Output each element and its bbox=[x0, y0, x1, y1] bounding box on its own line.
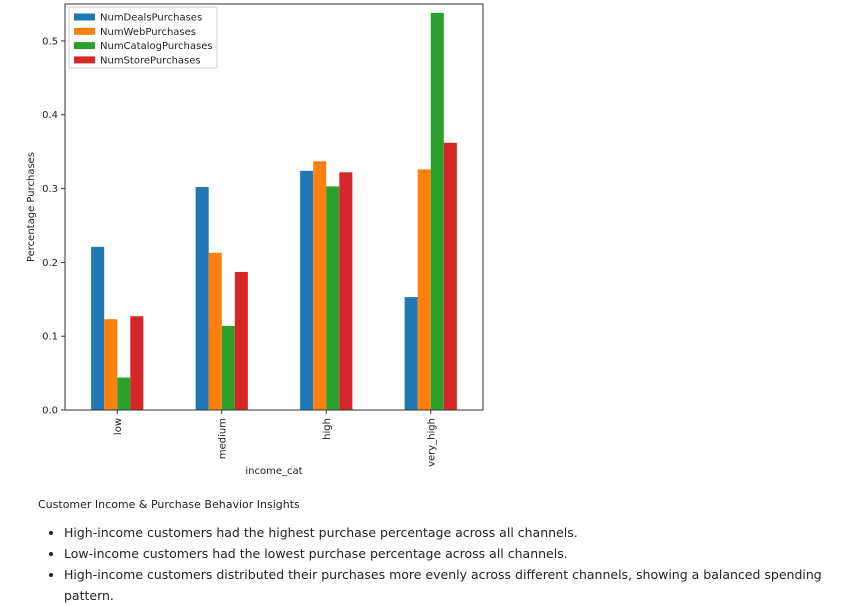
y-axis: 0.0 0.1 0.2 0.3 0.4 0.5 bbox=[42, 36, 65, 417]
y-axis-label: Percentage Purchases bbox=[26, 152, 37, 262]
legend-label: NumCatalogPurchases bbox=[100, 41, 213, 52]
bar bbox=[104, 319, 118, 410]
bar-chart: 0.0 0.1 0.2 0.3 0.4 0.5 low medium high very_hig… bbox=[26, 3, 484, 477]
bars-layer bbox=[91, 12, 457, 411]
bar bbox=[234, 271, 248, 410]
bar bbox=[195, 187, 209, 410]
bar bbox=[430, 12, 444, 411]
insights-list: High-income customers had the highest pu… bbox=[30, 522, 842, 606]
legend-label: NumDealsPurchases bbox=[100, 13, 202, 24]
plot-frame bbox=[64, 3, 484, 411]
legend-swatch bbox=[74, 13, 95, 21]
insight-item: Low-income customers had the lowest purc… bbox=[64, 543, 842, 564]
y-tick-label: 0.3 bbox=[42, 184, 58, 195]
y-tick-label: 0.0 bbox=[42, 406, 58, 417]
bar bbox=[326, 186, 340, 410]
x-axis-label: income_cat bbox=[245, 466, 302, 477]
legend-swatch bbox=[74, 27, 95, 35]
bar bbox=[404, 297, 418, 410]
bar bbox=[91, 246, 105, 410]
bar bbox=[313, 161, 327, 410]
bar bbox=[117, 377, 131, 410]
bar bbox=[208, 252, 222, 410]
bar bbox=[130, 316, 144, 410]
bar bbox=[300, 170, 314, 410]
x-tick-label: low bbox=[113, 418, 124, 435]
x-axis: low medium high very_high bbox=[113, 410, 437, 467]
insight-item: High-income customers had the highest pu… bbox=[64, 522, 842, 543]
legend-box bbox=[68, 6, 218, 69]
legend-swatch bbox=[74, 56, 95, 64]
bar bbox=[221, 325, 235, 410]
legend: NumDealsPurchases NumWebPurchases NumCatal… bbox=[68, 6, 218, 69]
x-tick-label: very_high bbox=[426, 418, 437, 467]
insight-item: High-income customers distributed their … bbox=[64, 564, 842, 606]
bar bbox=[443, 142, 457, 410]
insights-title: Customer Income & Purchase Behavior Insi… bbox=[38, 498, 300, 511]
y-tick-label: 0.2 bbox=[42, 258, 58, 269]
y-tick-label: 0.4 bbox=[42, 110, 58, 121]
legend-label: NumWebPurchases bbox=[100, 27, 196, 38]
bar bbox=[339, 172, 353, 410]
y-tick-label: 0.5 bbox=[42, 36, 58, 47]
x-tick-label: high bbox=[322, 418, 333, 440]
y-tick-label: 0.1 bbox=[42, 332, 58, 343]
bar bbox=[417, 169, 431, 410]
x-tick-label: medium bbox=[217, 418, 228, 459]
legend-label: NumStorePurchases bbox=[100, 55, 201, 66]
legend-swatch bbox=[74, 42, 95, 50]
